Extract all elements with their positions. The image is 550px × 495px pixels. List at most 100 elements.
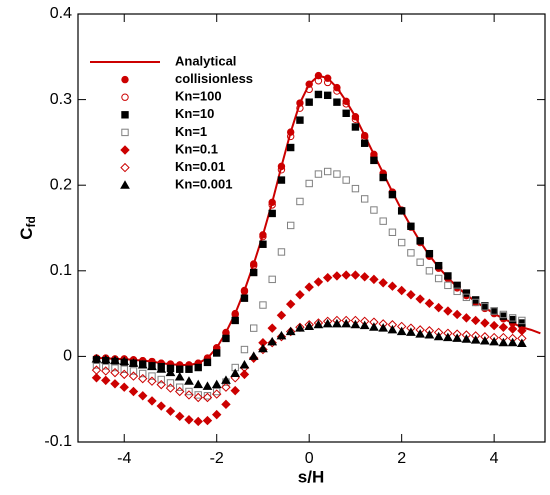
plot-frame	[77, 13, 546, 443]
marker	[285, 326, 296, 336]
marker	[333, 170, 341, 178]
marker	[424, 298, 435, 309]
marker	[121, 75, 129, 84]
marker	[480, 318, 490, 328]
marker	[267, 323, 277, 333]
marker	[518, 319, 526, 327]
legend-label: Analytical	[175, 53, 236, 68]
marker	[471, 298, 480, 307]
marker	[212, 409, 222, 420]
x-tick-label: 2	[397, 450, 406, 467]
marker	[174, 371, 185, 381]
marker	[360, 139, 369, 147]
marker	[387, 281, 398, 291]
marker	[517, 338, 527, 348]
marker	[193, 392, 203, 403]
x-tick-label: -4	[117, 450, 131, 467]
marker	[286, 143, 295, 152]
marker	[434, 274, 443, 283]
marker	[230, 368, 241, 378]
marker	[240, 345, 249, 354]
marker	[453, 287, 461, 296]
marker	[332, 271, 342, 281]
marker	[250, 268, 258, 277]
marker	[490, 307, 498, 315]
legend-label: collisionless	[175, 71, 253, 86]
marker	[295, 323, 305, 332]
marker	[119, 369, 129, 380]
marker	[322, 318, 333, 328]
marker	[462, 293, 471, 302]
marker	[332, 318, 342, 328]
marker	[444, 272, 452, 280]
marker	[157, 375, 165, 384]
marker	[250, 324, 258, 332]
marker	[342, 100, 350, 108]
marker	[351, 123, 360, 131]
marker	[508, 315, 517, 324]
marker	[323, 91, 332, 100]
marker	[285, 326, 296, 337]
marker	[453, 281, 461, 290]
marker	[175, 411, 185, 422]
marker	[202, 392, 213, 403]
marker	[305, 80, 313, 88]
marker	[360, 195, 369, 203]
legend-label: Kn=100	[175, 89, 222, 104]
marker	[202, 415, 213, 426]
marker	[434, 261, 443, 270]
x-tick-label: 4	[490, 450, 499, 467]
marker	[444, 281, 452, 290]
marker	[202, 381, 213, 390]
marker	[304, 282, 314, 292]
marker	[518, 316, 526, 325]
marker	[341, 318, 352, 328]
marker	[396, 326, 407, 336]
marker	[323, 78, 332, 87]
marker	[185, 365, 193, 373]
marker	[286, 132, 295, 141]
marker	[452, 309, 462, 320]
marker	[138, 391, 148, 401]
marker	[120, 180, 130, 189]
marker	[407, 249, 415, 257]
marker	[91, 373, 102, 383]
y-tick-label: 0.3	[50, 91, 72, 108]
marker	[507, 324, 518, 334]
marker	[184, 376, 194, 385]
marker	[128, 358, 139, 367]
marker	[425, 249, 434, 258]
marker	[369, 322, 379, 331]
marker	[91, 353, 102, 363]
x-tick-label: 0	[305, 450, 314, 467]
marker	[407, 222, 415, 230]
marker	[175, 386, 185, 397]
marker	[378, 323, 389, 332]
marker	[388, 228, 397, 236]
marker	[443, 306, 453, 316]
y-axis-label-sub: fd	[24, 216, 38, 227]
marker	[396, 285, 407, 296]
marker	[424, 329, 435, 339]
marker	[91, 365, 102, 375]
marker	[304, 321, 315, 330]
legend-label: Kn=10	[175, 106, 214, 121]
marker	[213, 387, 221, 396]
marker	[471, 296, 480, 304]
marker	[156, 401, 166, 411]
marker	[176, 383, 184, 391]
marker	[351, 115, 360, 123]
marker	[240, 294, 249, 302]
marker	[120, 162, 130, 173]
marker	[166, 379, 175, 387]
marker	[258, 344, 268, 355]
marker	[121, 128, 129, 137]
marker	[314, 170, 323, 178]
marker	[194, 391, 202, 399]
marker	[313, 319, 324, 329]
marker	[296, 197, 304, 206]
marker	[416, 258, 424, 266]
marker	[259, 232, 267, 241]
y-axis-label-main: C	[17, 228, 36, 240]
